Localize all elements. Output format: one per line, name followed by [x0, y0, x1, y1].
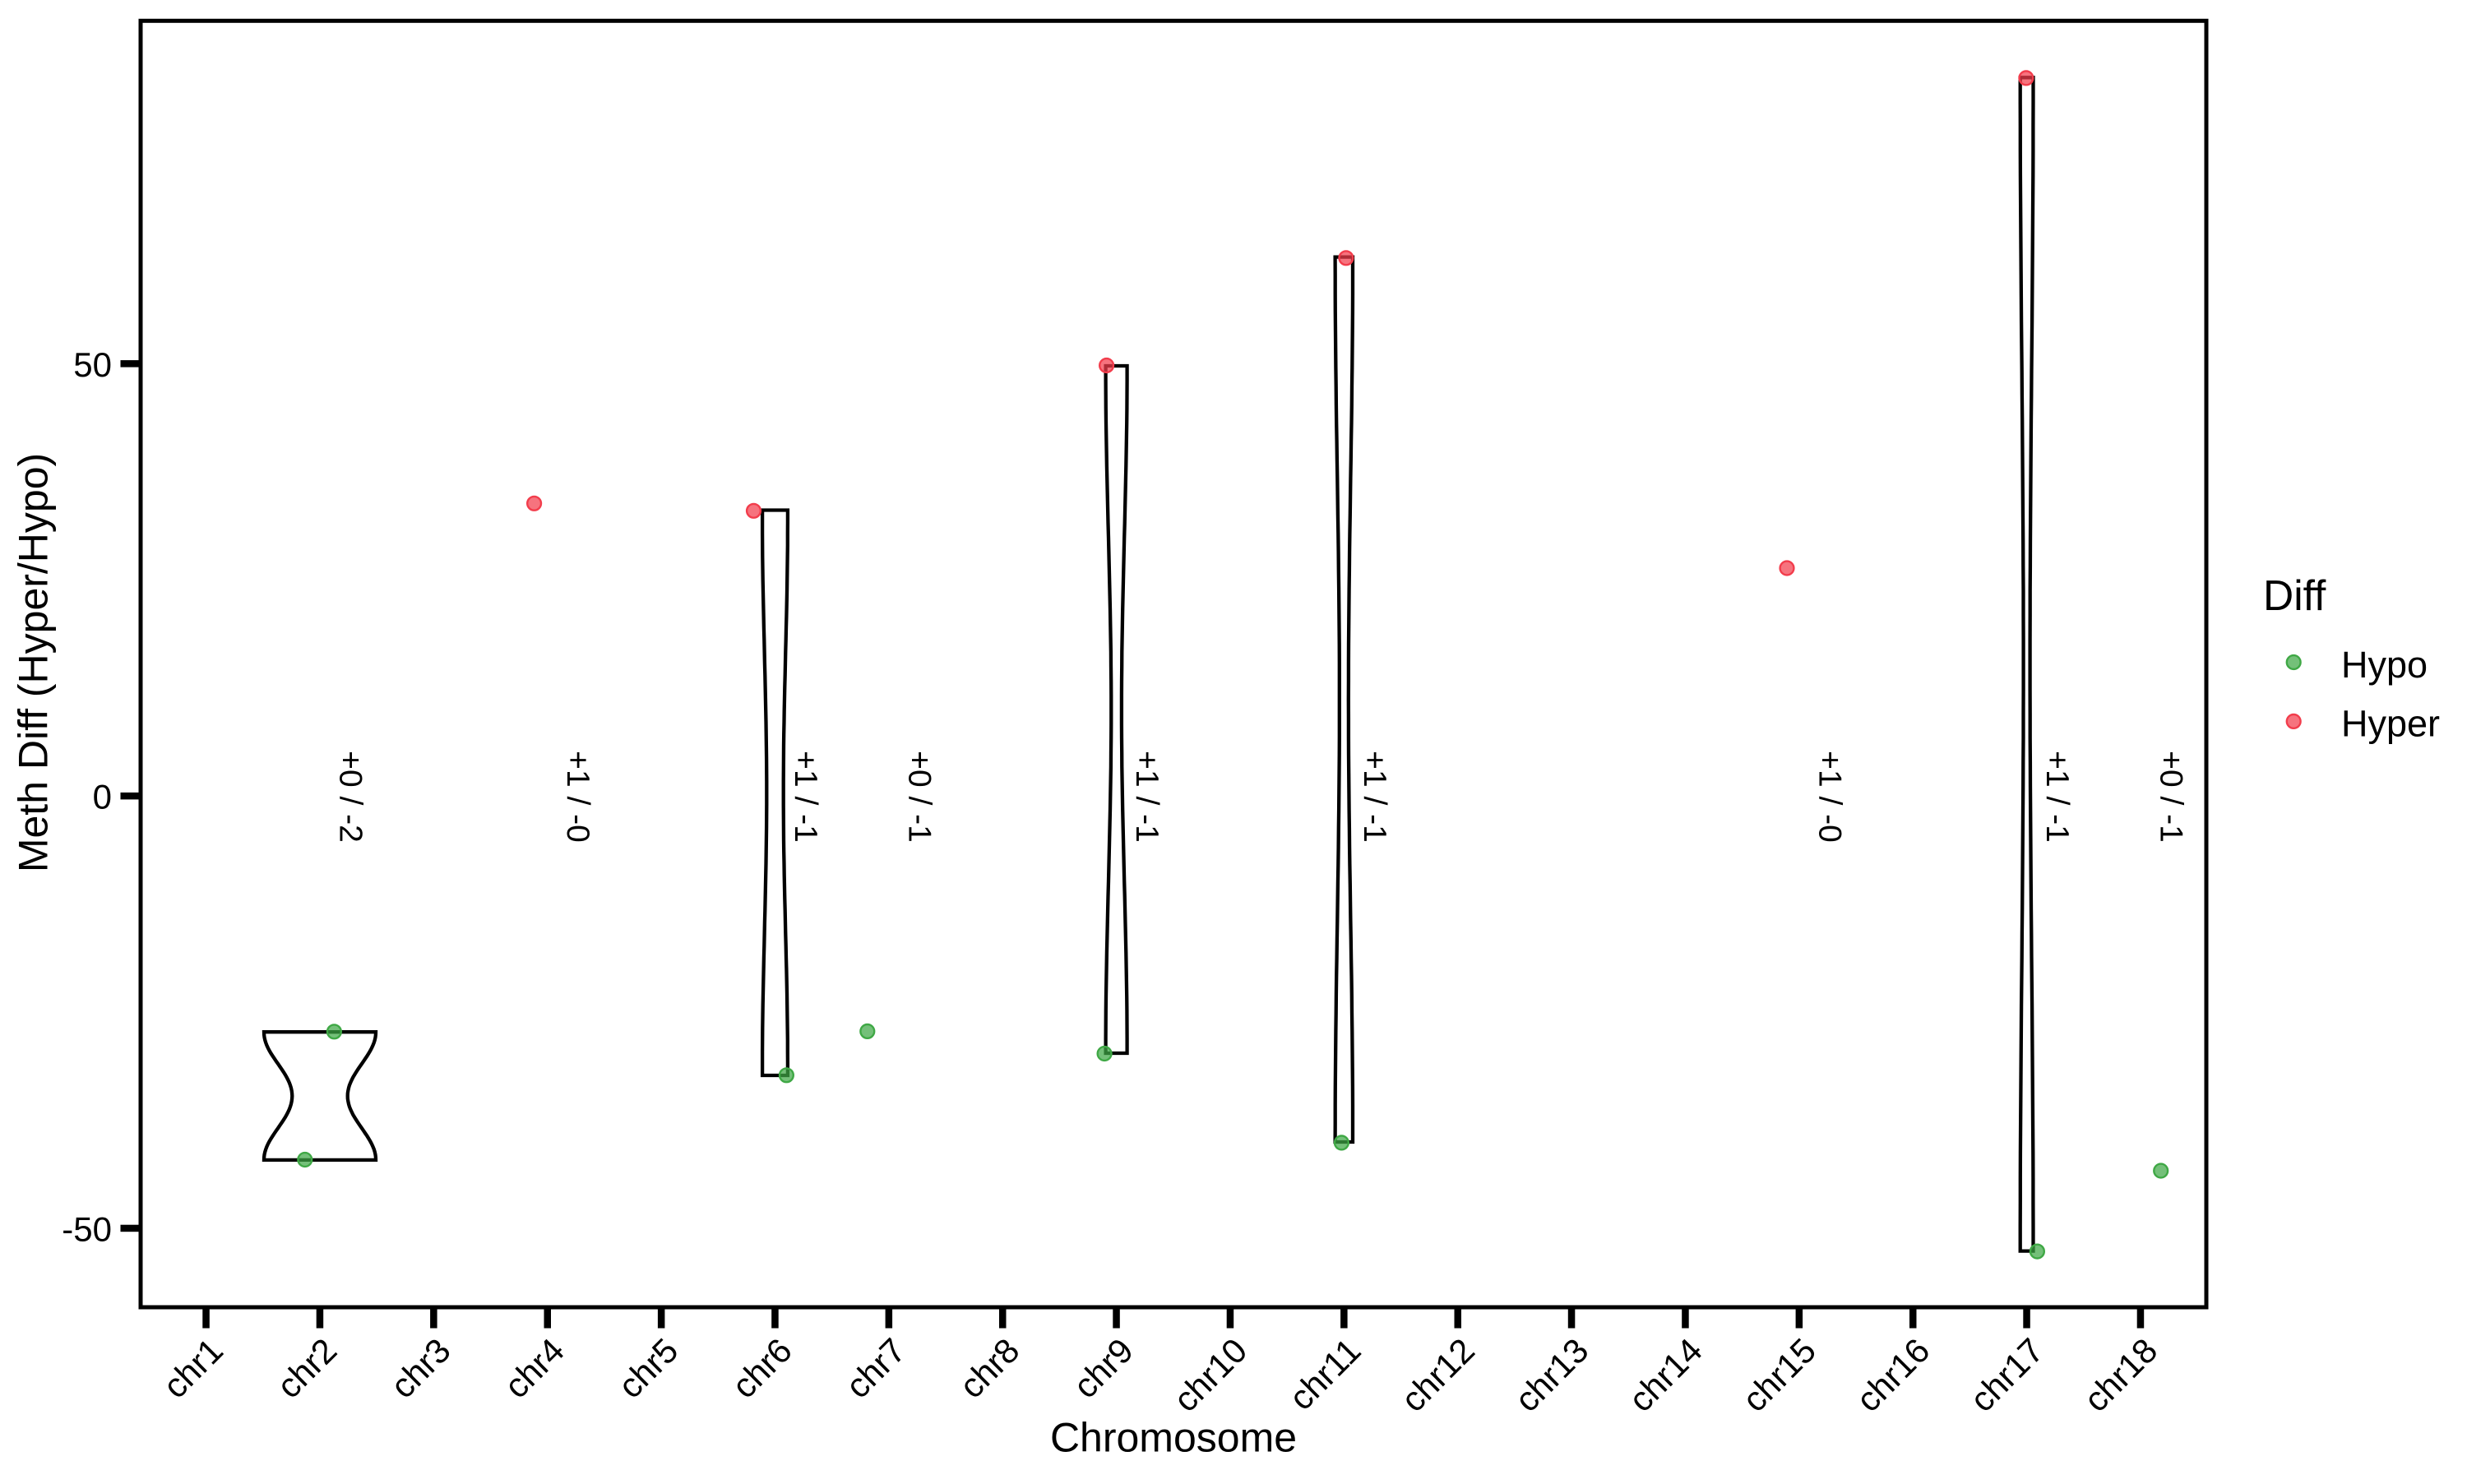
svg-text:+0 / -1: +0 / -1	[901, 751, 937, 843]
svg-text:Meth Diff (Hyper/Hypo): Meth Diff (Hyper/Hypo)	[11, 453, 57, 872]
svg-text:Chromosome: Chromosome	[1050, 1415, 1297, 1461]
svg-text:50: 50	[73, 345, 112, 384]
svg-text:+1 / -0: +1 / -0	[560, 751, 595, 843]
svg-text:+1 / -1: +1 / -1	[1129, 751, 1164, 843]
svg-text:+1 / -0: +1 / -0	[1812, 751, 1847, 843]
svg-text:+0 / -1: +0 / -1	[2154, 751, 2189, 843]
svg-text:Hypo: Hypo	[2341, 644, 2428, 686]
svg-text:-50: -50	[62, 1209, 112, 1248]
svg-text:+1 / -1: +1 / -1	[788, 751, 823, 843]
svg-text:+1 / -1: +1 / -1	[2039, 751, 2075, 843]
svg-text:+1 / -1: +1 / -1	[1357, 751, 1392, 843]
svg-text:Diff: Diff	[2263, 571, 2326, 619]
svg-text:Hyper: Hyper	[2341, 703, 2440, 745]
svg-text:0: 0	[93, 778, 112, 816]
svg-text:+0 / -2: +0 / -2	[333, 751, 368, 843]
